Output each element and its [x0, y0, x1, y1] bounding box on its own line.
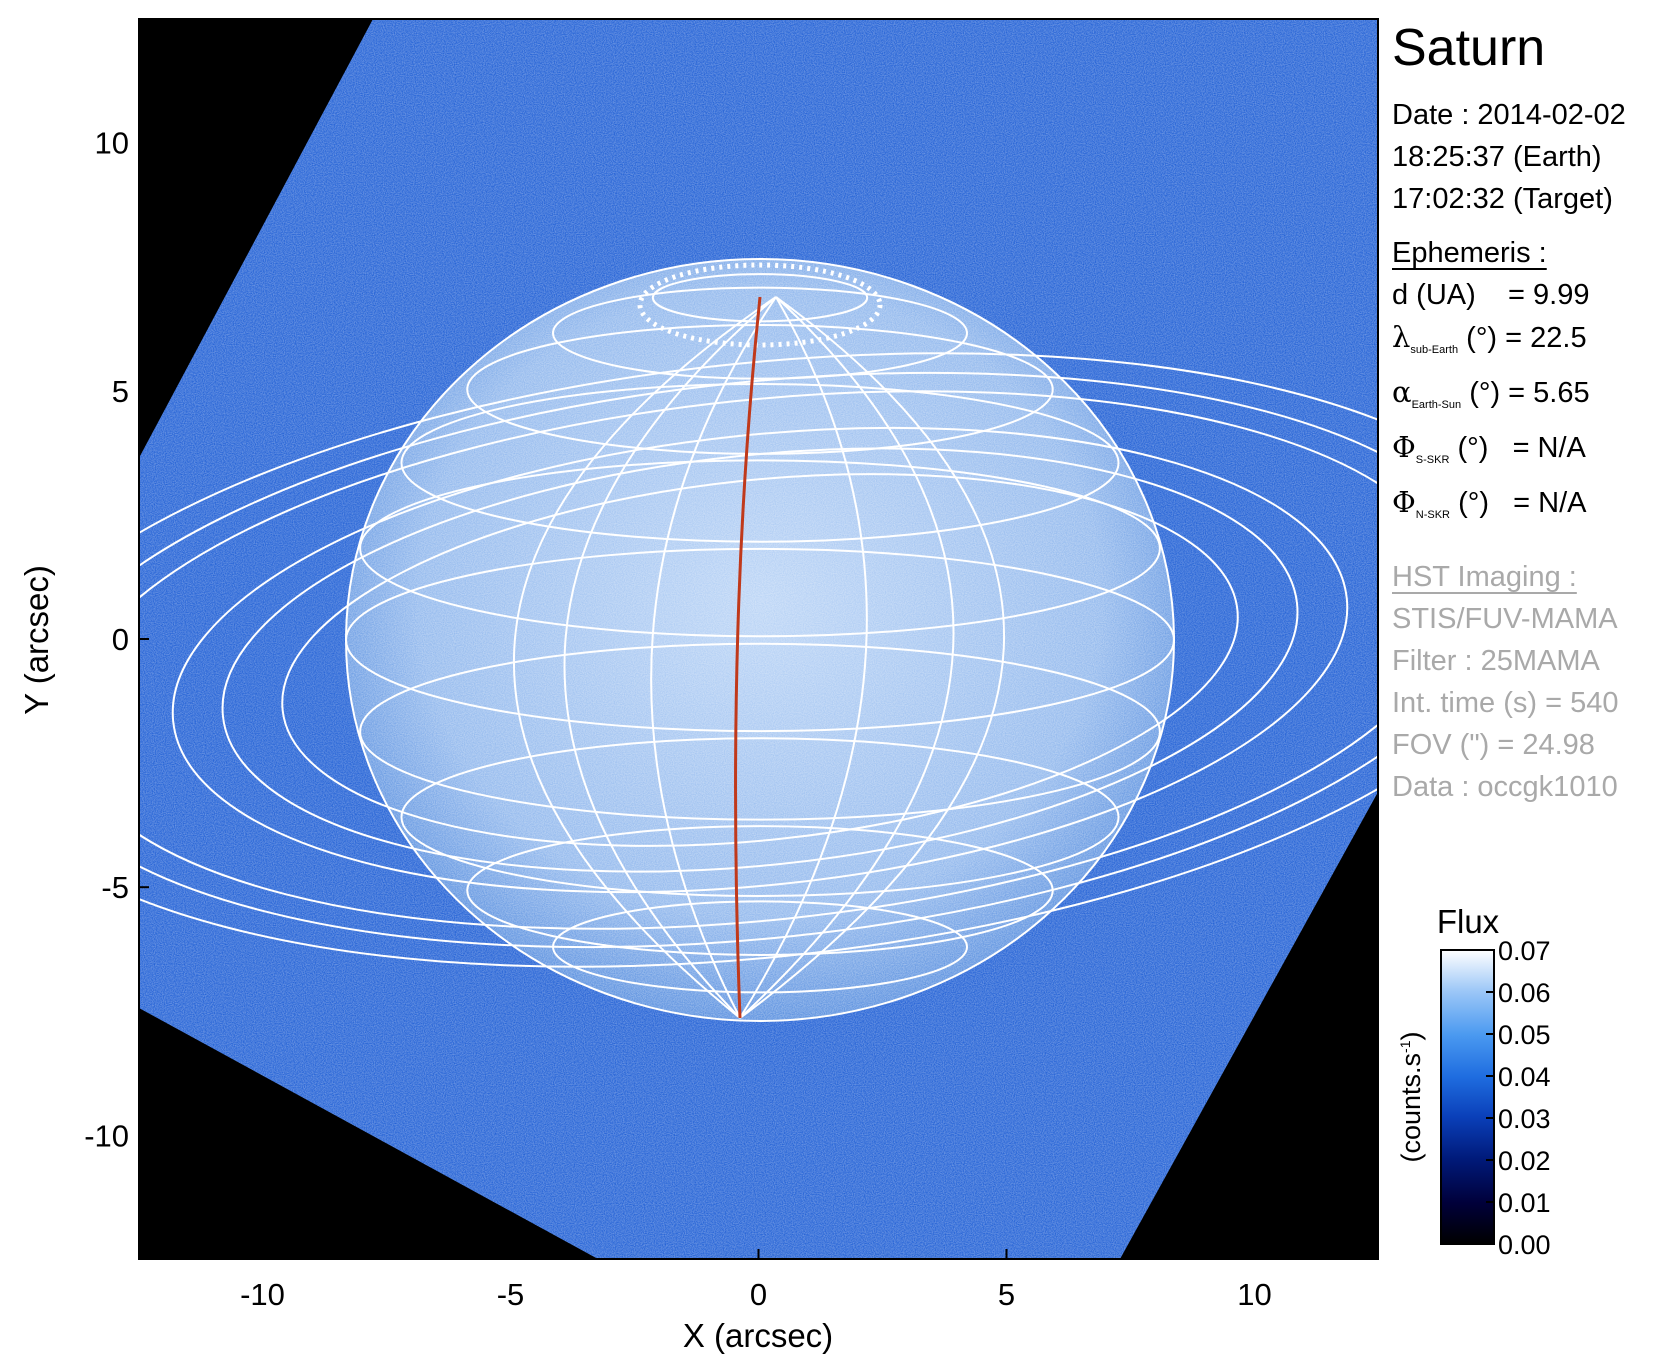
- colorbar-tick-label: 0.06: [1498, 978, 1551, 1008]
- imaging-heading: HST Imaging :: [1392, 561, 1577, 593]
- y-tick-label: -10: [84, 1118, 129, 1153]
- latitude-line: [345, 547, 1175, 733]
- alpha-symbol: α: [1392, 375, 1412, 409]
- ring-ellipse: [139, 352, 1378, 968]
- y-axis: 10 5 0 -5 -10: [84, 126, 149, 1153]
- latitude-line: [359, 642, 1161, 821]
- phi-s-subscript: S-SKR: [1415, 454, 1450, 466]
- lambda-symbol: λ: [1392, 320, 1411, 354]
- ring-ellipse: [139, 390, 1378, 930]
- colorbar-ticks: 0.07 0.06 0.05 0.04 0.03 0.02 0.01 0.00: [1486, 936, 1551, 1260]
- longitude-line: [563, 296, 777, 1019]
- phi-n-value: = N/A: [1513, 487, 1587, 519]
- planet-disk-noise: [346, 259, 1174, 1021]
- x-tick-label: 10: [1237, 1277, 1271, 1312]
- x-axis-label: X (arcsec): [683, 1317, 833, 1354]
- aurora-oval-ring: [637, 262, 883, 348]
- x-tick-label: 5: [998, 1277, 1015, 1312]
- ephemeris-distance: d (UA) = 9.99: [1392, 274, 1672, 316]
- x-tick-label: 0: [750, 1277, 767, 1312]
- image-panel: [139, 19, 1378, 1259]
- imaging-filter: Filter : 25MAMA: [1392, 645, 1600, 677]
- rings: [139, 352, 1378, 968]
- colorbar-tick-label: 0.07: [1498, 936, 1551, 966]
- lambda-value: = 22.5: [1505, 322, 1587, 354]
- alpha-value: = 5.65: [1508, 377, 1590, 409]
- phi-n-unit: (°): [1458, 487, 1489, 519]
- observation-date: Date : 2014-02-02: [1392, 99, 1626, 131]
- colorbar-tick-label: 0.04: [1498, 1062, 1551, 1092]
- ring-ellipse: [171, 426, 1349, 894]
- aurora-oval: [637, 262, 883, 348]
- alpha-unit: (°): [1469, 377, 1501, 409]
- y-tick-label: 0: [112, 622, 129, 657]
- ephemeris-heading: Ephemeris :: [1392, 237, 1547, 269]
- latitude-line: [400, 737, 1120, 898]
- imaging-instrument: STIS/FUV-MAMA: [1392, 603, 1618, 635]
- lambda-unit: (°): [1466, 322, 1498, 354]
- phi-n-subscript: N-SKR: [1415, 509, 1451, 521]
- longitude-line: [739, 296, 868, 1019]
- imaging-int-time: Int. time (s) = 540: [1392, 687, 1619, 719]
- ephemeris-s-skr: ΦS-SKR (°) = N/A: [1392, 426, 1672, 481]
- colorbar: Flux 0.07 0.06 0.05 0.04 0.03 0.02 0.01 0.00 (c…: [1396, 903, 1551, 1260]
- phi-s-value: = N/A: [1512, 432, 1586, 464]
- colorbar-tick-label: 0.01: [1498, 1188, 1551, 1218]
- target-time: 17:02:32 (Target): [1392, 183, 1613, 215]
- colorbar-title: Flux: [1437, 903, 1500, 940]
- ephemeris-sub-earth-lat: λsub-Earth (°) = 22.5: [1392, 316, 1672, 371]
- imaging-fov: FOV (") = 24.98: [1392, 729, 1595, 761]
- earth-time: 18:25:37 (Earth): [1392, 141, 1602, 173]
- ring-ellipse: [281, 473, 1239, 847]
- y-tick-label: 10: [95, 126, 129, 161]
- colorbar-gradient: [1440, 949, 1495, 1245]
- x-tick-label: -10: [240, 1277, 285, 1312]
- colorbar-tick-label: 0.05: [1498, 1020, 1551, 1050]
- latitude-line: [552, 286, 968, 380]
- info-panel: Saturn Date : 2014-02-02 18:25:37 (Earth…: [1392, 18, 1672, 808]
- lambda-subscript: sub-Earth: [1410, 344, 1459, 356]
- ring-ellipse: [221, 447, 1299, 873]
- phi-s-symbol: Φ: [1392, 430, 1416, 464]
- y-tick-label: 5: [112, 374, 129, 409]
- x-axis: -10 -5 0 5 10: [240, 1249, 1272, 1312]
- colorbar-tick-label: 0.02: [1498, 1146, 1551, 1176]
- x-tick-label: -5: [497, 1277, 525, 1312]
- colorbar-tick-label: 0.00: [1498, 1230, 1551, 1260]
- phi-s-unit: (°): [1457, 432, 1489, 464]
- latitude-line: [359, 459, 1161, 638]
- latitude-line: [400, 382, 1120, 543]
- ephemeris-n-skr: ΦN-SKR (°) = N/A: [1392, 481, 1672, 536]
- longitude-line: [650, 296, 777, 1019]
- y-tick-label: -5: [101, 870, 129, 905]
- longitude-line: [512, 296, 777, 1019]
- longitude-line: [739, 296, 955, 1019]
- imaging-data-id: Data : occgk1010: [1392, 771, 1618, 803]
- phi-n-symbol: Φ: [1392, 485, 1416, 519]
- colorbar-unit-close: ): [1396, 1032, 1426, 1041]
- colorbar-unit-sup: -1: [1397, 1040, 1413, 1053]
- distance-value: = 9.99: [1508, 279, 1590, 311]
- central-meridian: [734, 296, 762, 1019]
- graticule: [345, 258, 1175, 1022]
- colorbar-unit: (counts.s-1): [1396, 1032, 1426, 1163]
- ephemeris-phase-angle: αEarth-Sun (°) = 5.65: [1392, 371, 1672, 426]
- alpha-subscript: Earth-Sun: [1411, 399, 1462, 411]
- y-axis-label: Y (arcsec): [18, 565, 55, 715]
- ring-ellipse: [139, 371, 1378, 949]
- planet-name: Saturn: [1392, 19, 1546, 77]
- colorbar-tick-label: 0.03: [1498, 1104, 1551, 1134]
- distance-label: d (UA): [1392, 279, 1476, 311]
